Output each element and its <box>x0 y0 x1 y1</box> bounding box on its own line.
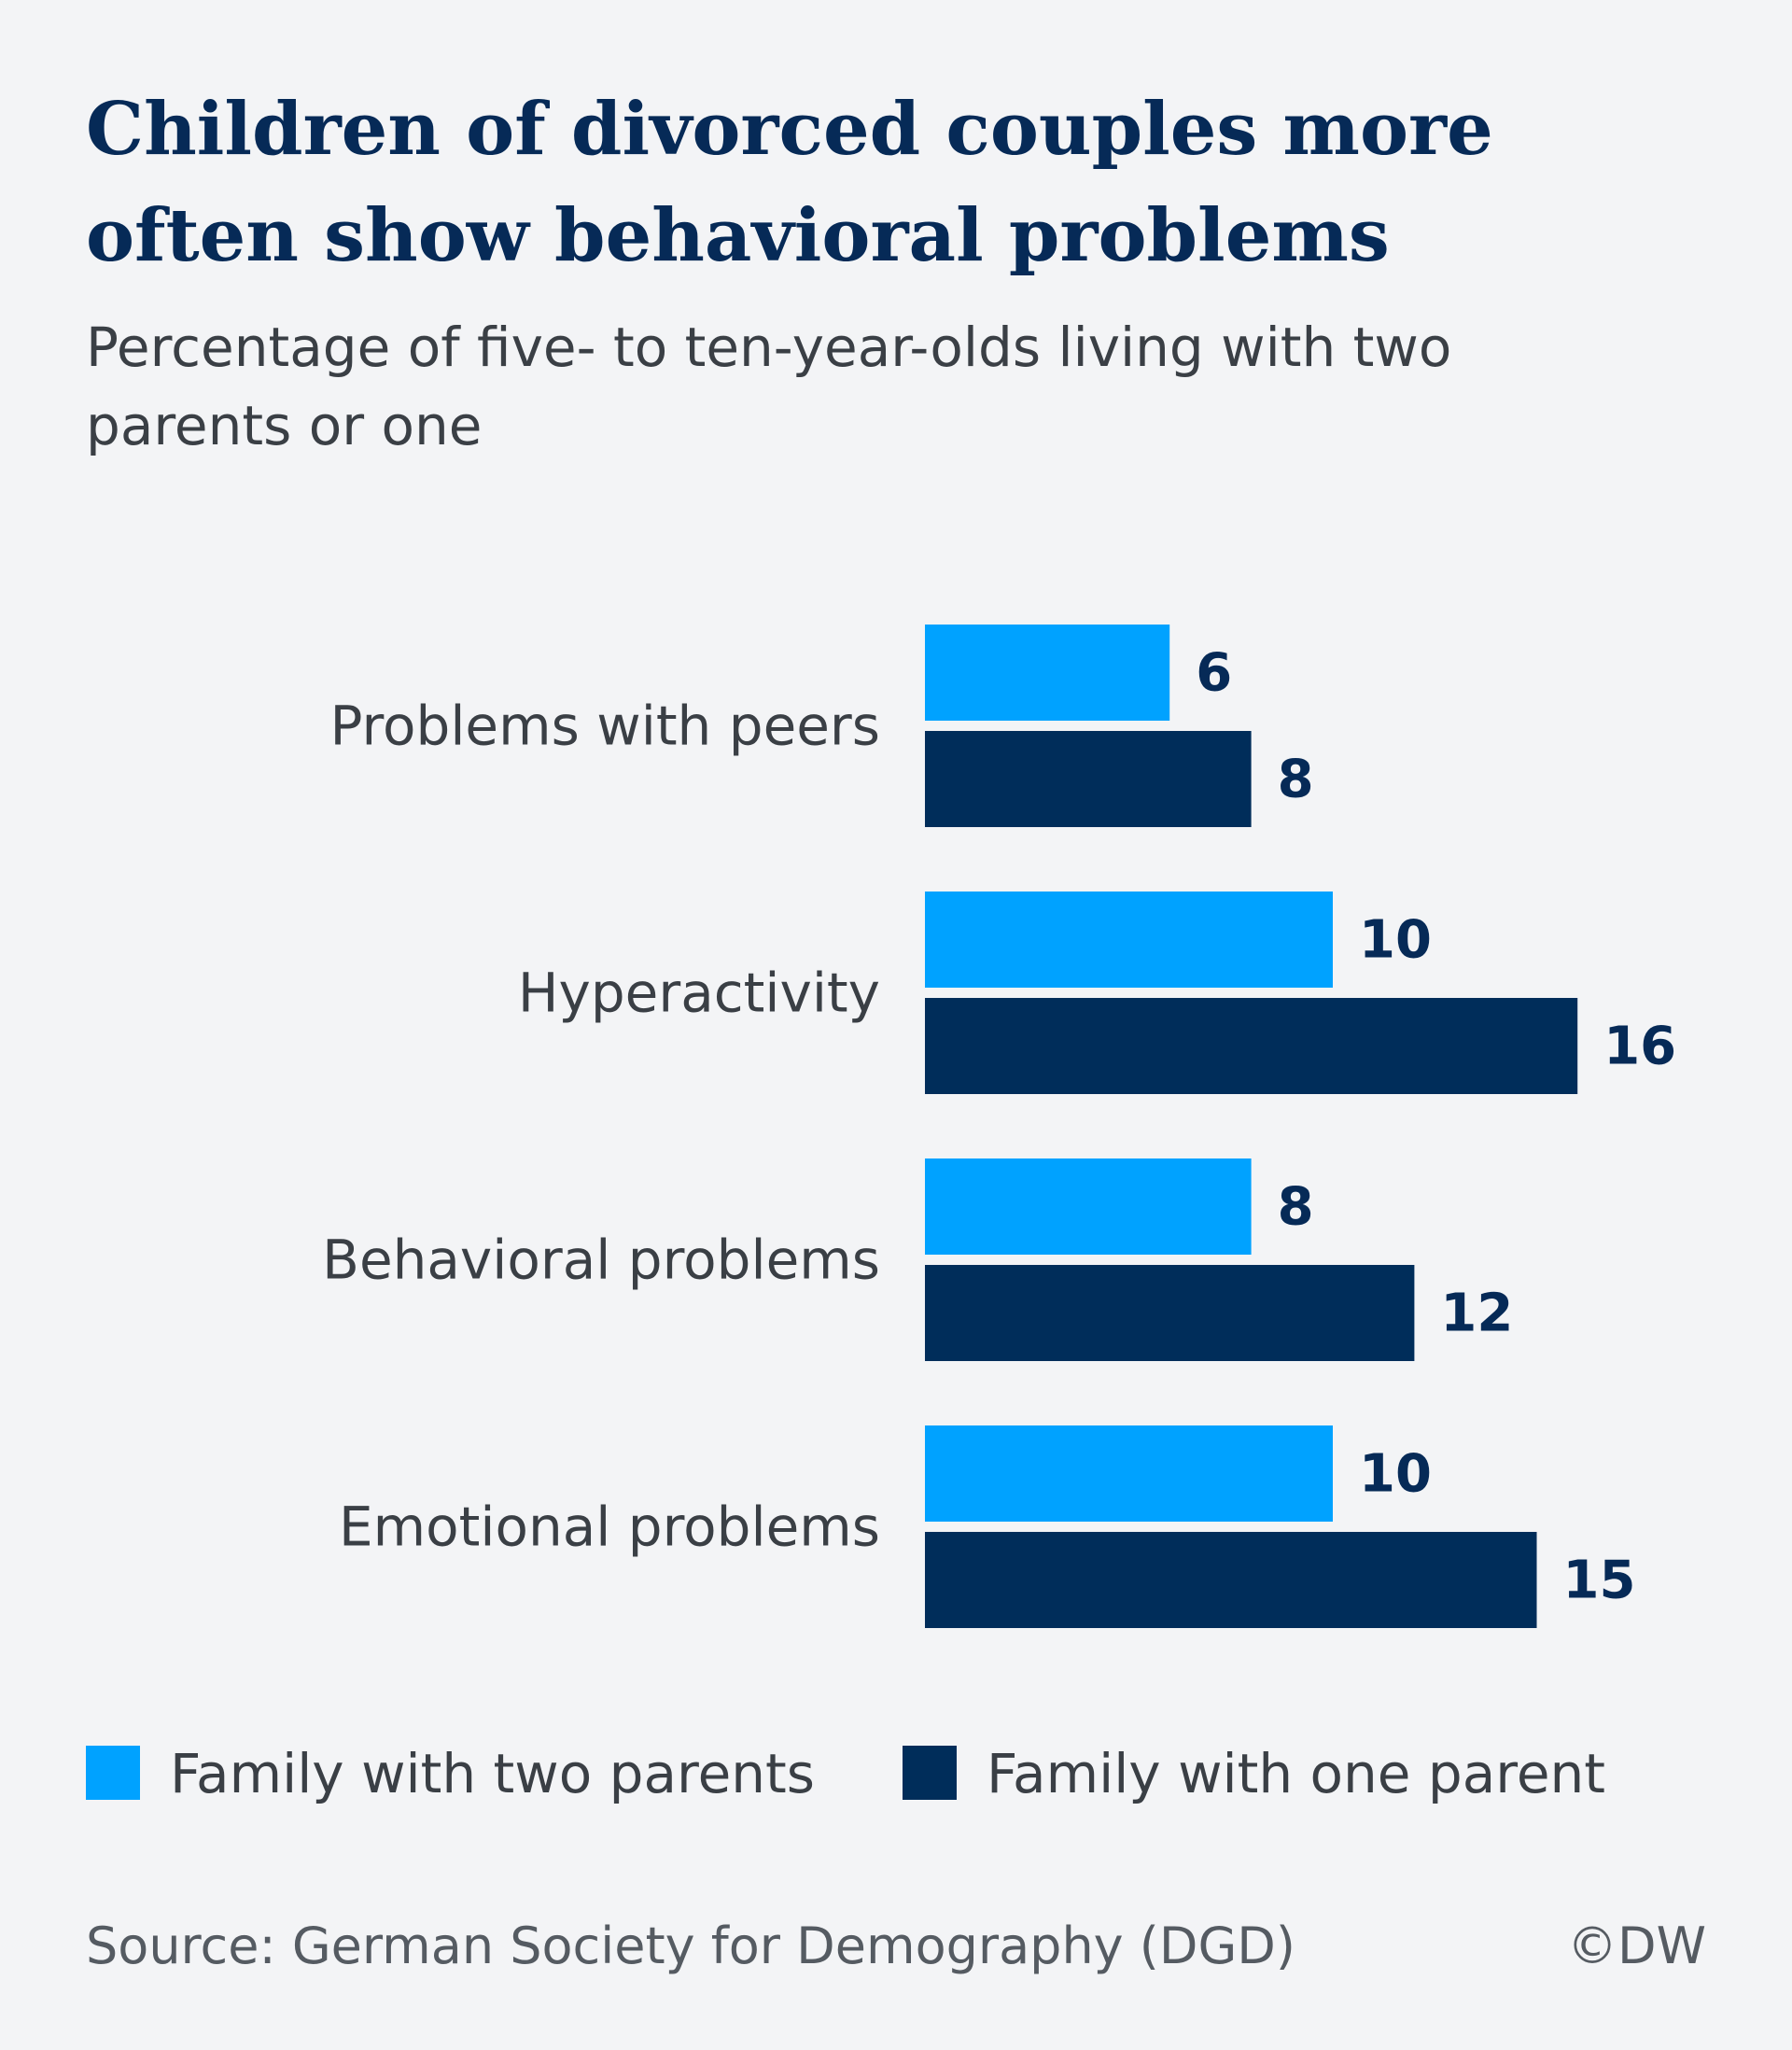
source-note: Source: German Society for Demography (D… <box>86 1917 1295 1975</box>
value-label-hyperactivity-one-parent: 16 <box>1603 1017 1676 1077</box>
bar-emotional-problems-one-parent <box>925 1532 1537 1628</box>
bar-emotional-problems-two-parents <box>925 1425 1333 1522</box>
bar-problems-with-peers-one-parent <box>925 731 1252 827</box>
legend-swatch-one-parent <box>903 1746 957 1800</box>
value-label-hyperactivity-two-parents: 10 <box>1359 910 1432 971</box>
category-label-emotional-problems: Emotional problems <box>339 1495 880 1559</box>
value-label-emotional-problems-one-parent: 15 <box>1563 1551 1636 1611</box>
bar-hyperactivity-one-parent <box>925 998 1578 1094</box>
value-label-problems-with-peers-two-parents: 6 <box>1196 643 1232 704</box>
value-label-emotional-problems-two-parents: 10 <box>1359 1444 1432 1505</box>
bar-behavioral-problems-one-parent <box>925 1265 1415 1361</box>
chart-subtitle: Percentage of five- to ten-year-olds liv… <box>86 316 1452 457</box>
chart-title: Children of divorced couples more often … <box>86 87 1493 278</box>
bar-behavioral-problems-two-parents <box>925 1158 1252 1255</box>
value-label-behavioral-problems-one-parent: 12 <box>1440 1284 1513 1344</box>
legend-swatch-two-parents <box>86 1746 140 1800</box>
value-label-problems-with-peers-one-parent: 8 <box>1278 750 1314 810</box>
category-label-problems-with-peers: Problems with peers <box>329 695 880 758</box>
bar-chart: Problems with peers68Hyperactivity1016Be… <box>322 625 1676 1628</box>
bar-hyperactivity-two-parents <box>925 892 1333 988</box>
legend-label-two-parents: Family with two parents <box>170 1742 815 1805</box>
value-label-behavioral-problems-two-parents: 8 <box>1278 1177 1314 1238</box>
bar-problems-with-peers-two-parents <box>925 625 1170 721</box>
category-label-hyperactivity: Hyperactivity <box>518 962 880 1025</box>
copyright-credit: ©DW <box>1567 1917 1706 1975</box>
category-label-behavioral-problems: Behavioral problems <box>322 1229 880 1292</box>
legend-label-one-parent: Family with one parent <box>987 1742 1606 1805</box>
